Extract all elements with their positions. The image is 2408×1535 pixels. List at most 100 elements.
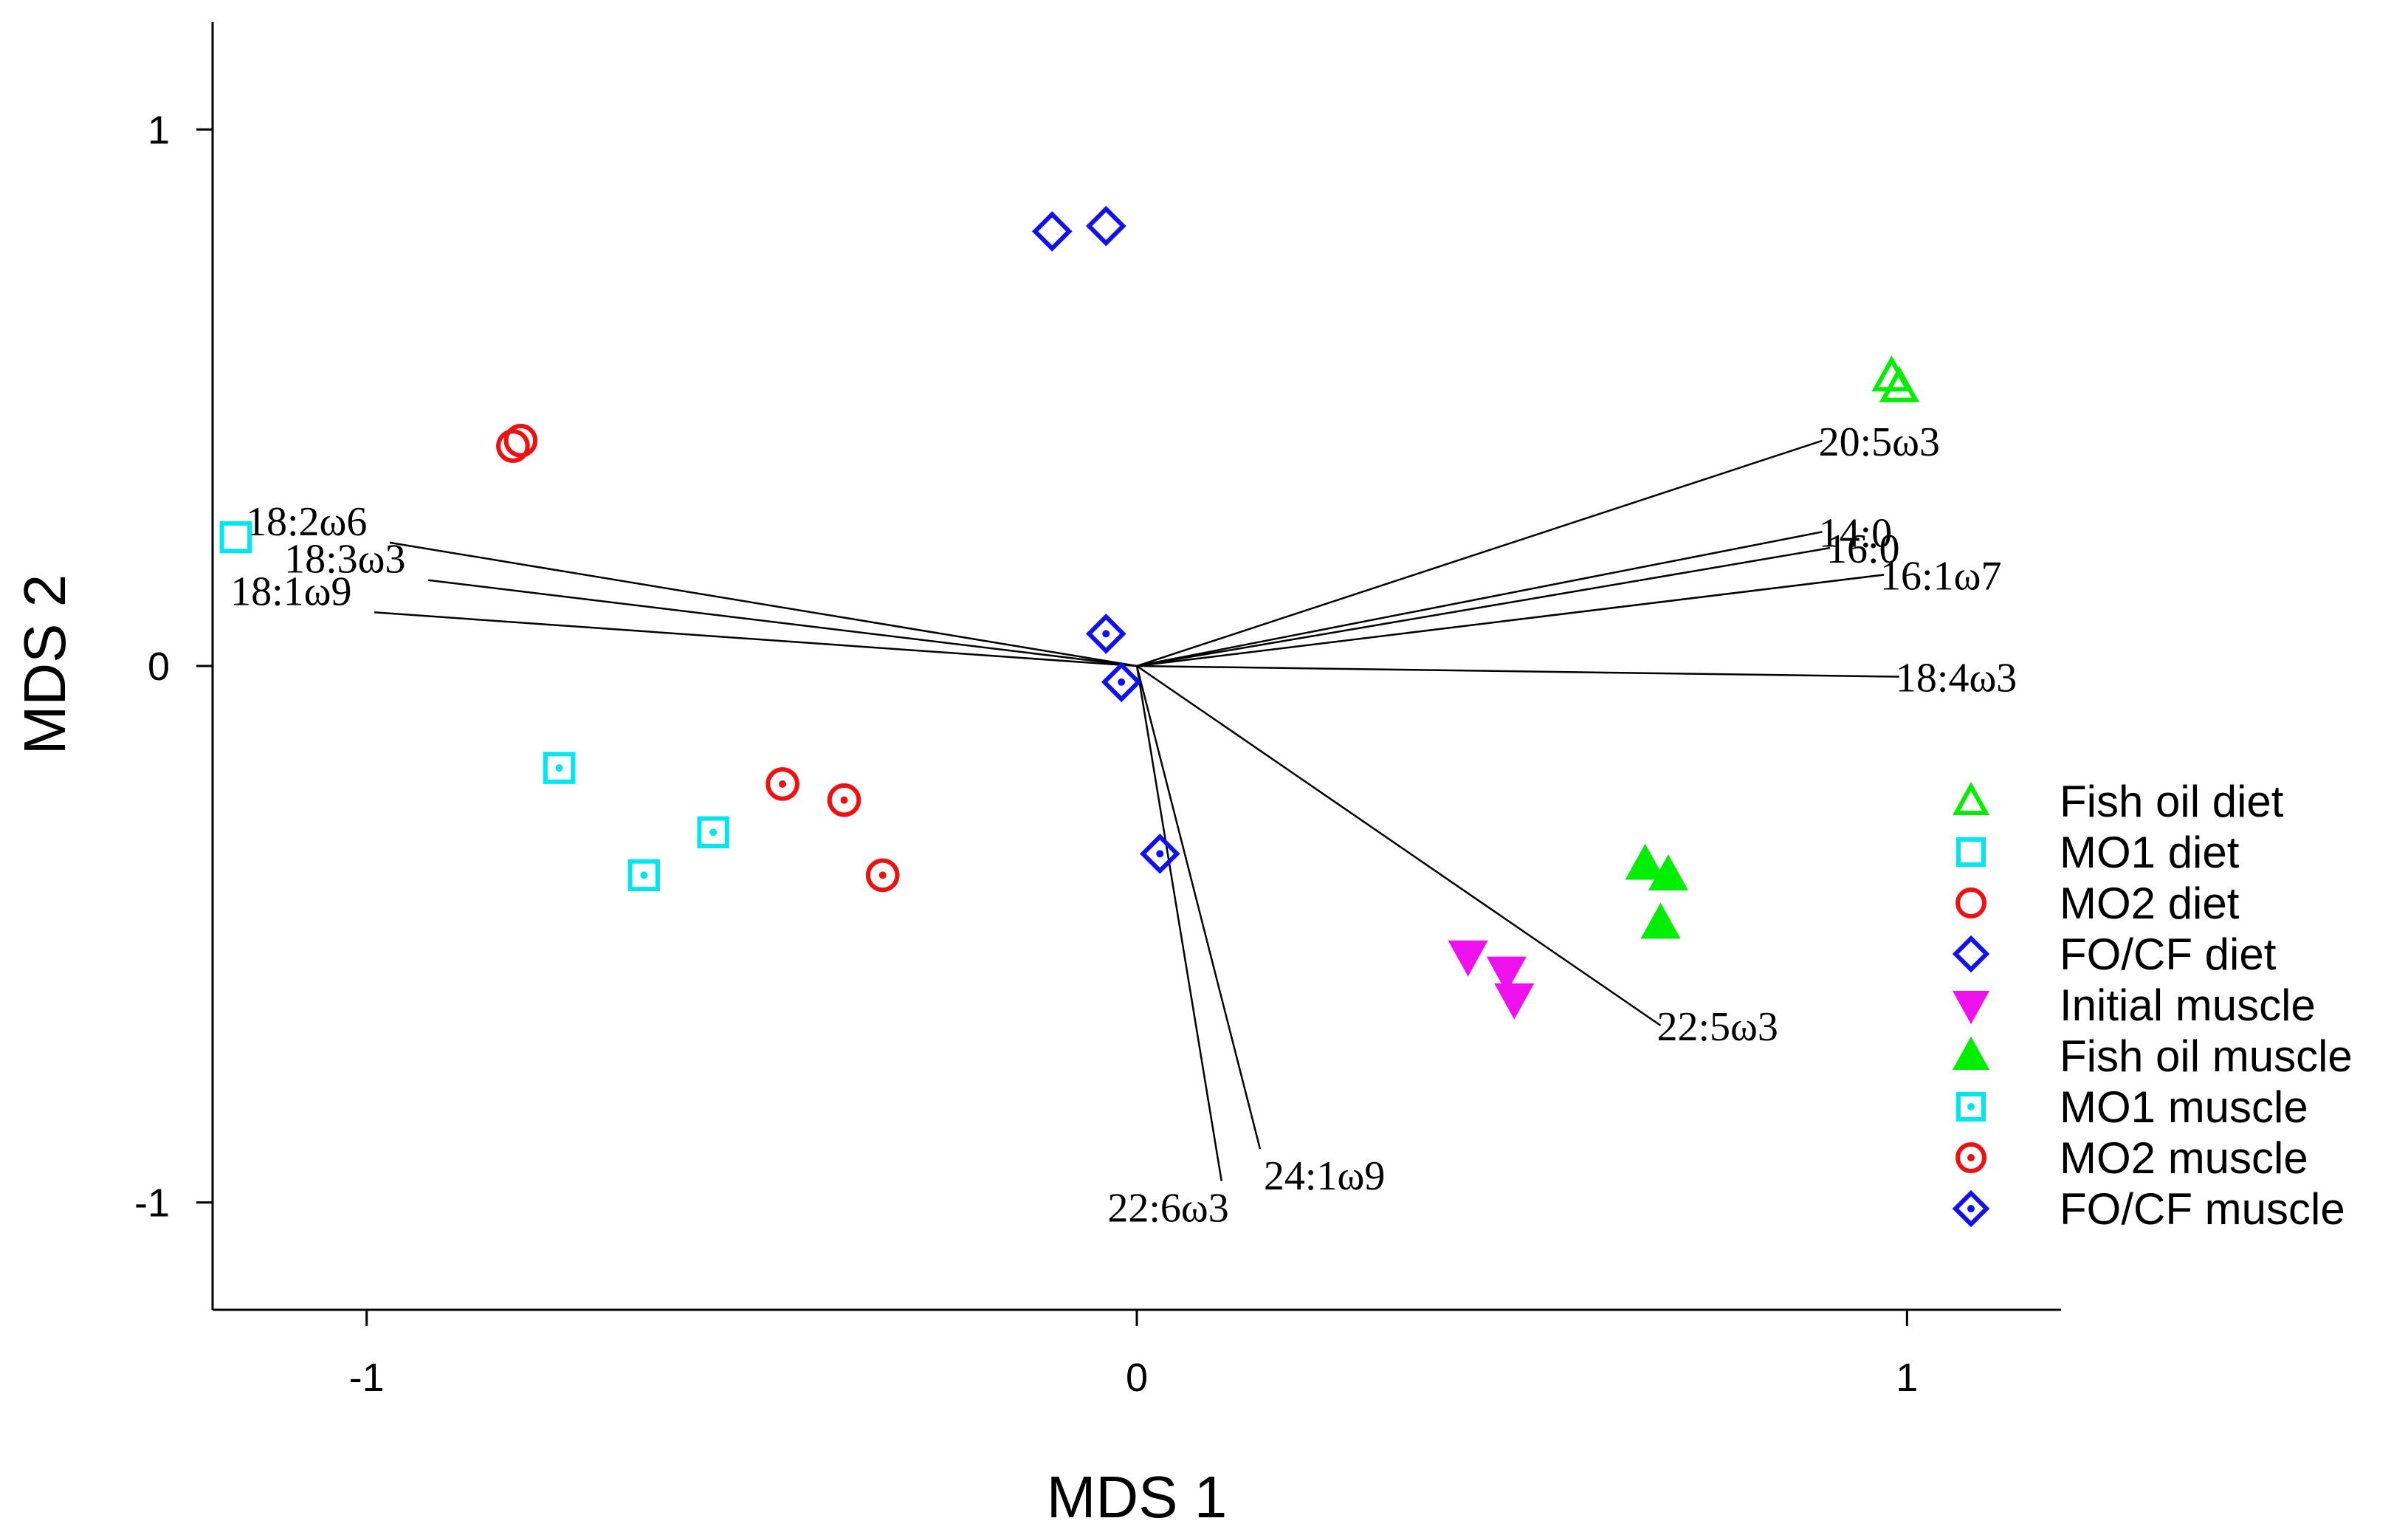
y-tick-label: -1 <box>134 1181 170 1226</box>
marker-shape <box>1494 983 1535 1020</box>
vector-label: 24:1ω9 <box>1264 1153 1385 1199</box>
y-tick-label: 0 <box>148 645 170 689</box>
marker-shape <box>1955 887 1986 918</box>
data-point <box>865 858 900 893</box>
marker-shape <box>1952 935 1990 973</box>
vector-label: 20:5ω3 <box>1819 419 1940 465</box>
marker-dot <box>779 780 787 788</box>
legend-marker <box>1952 781 1990 815</box>
marker-dot <box>640 871 648 879</box>
legend-label: Fish oil diet <box>2060 777 2284 826</box>
marker-shape <box>697 816 729 848</box>
marker-dot <box>1156 850 1164 858</box>
marker-shape <box>503 424 538 458</box>
vector-label: 18:1ω9 <box>230 569 351 614</box>
marker-dot <box>840 796 848 804</box>
x-axis-title: MDS 1 <box>1047 1464 1228 1530</box>
legend-label: MO2 diet <box>2060 879 2240 928</box>
marker-shape <box>1640 902 1681 939</box>
vector-line <box>1136 546 1831 667</box>
marker-shape <box>1956 1092 1986 1122</box>
vector-label: 22:6ω3 <box>1107 1186 1228 1232</box>
vector-label: 22:5ω3 <box>1657 1004 1778 1050</box>
vector-label: 18:2ω6 <box>246 499 367 545</box>
marker-shape <box>1956 837 1986 867</box>
data-point <box>1879 365 1919 402</box>
data-point <box>1139 833 1180 874</box>
marker-shape <box>496 429 530 463</box>
axes: -1 0 1 -1 0 1 <box>134 22 2061 1400</box>
vector-line <box>1135 665 1262 1150</box>
marker-shape <box>1955 1142 1986 1173</box>
legend-marker <box>1952 1189 1990 1228</box>
marker-dot <box>555 764 563 772</box>
marker-dot <box>1967 1103 1975 1110</box>
vector-label: 18:3ω3 <box>284 537 405 583</box>
marker-dot <box>1967 1154 1975 1161</box>
vector-line <box>427 579 1138 667</box>
data-point <box>1085 614 1126 654</box>
vector-line <box>1136 665 1662 1026</box>
marker-shape <box>1952 781 1990 815</box>
data-point <box>1494 983 1535 1020</box>
data-point <box>543 752 576 784</box>
y-tick-label: 1 <box>148 108 170 152</box>
marker-dot <box>1967 1205 1975 1212</box>
legend-label: FO/CF muscle <box>2060 1184 2345 1234</box>
vector-label: 16:1ω7 <box>1880 553 2001 599</box>
marker-shape <box>1952 1189 1990 1228</box>
vector-line <box>1136 439 1823 667</box>
legend-label: MO1 muscle <box>2060 1082 2308 1132</box>
vector-line <box>1136 574 1885 667</box>
marker-shape <box>543 752 576 784</box>
marker-shape <box>865 858 900 893</box>
data-point <box>1031 211 1073 252</box>
marker-dot <box>1118 678 1126 686</box>
marker-shape <box>1031 211 1073 252</box>
legend-marker <box>1955 887 1986 918</box>
legend-label: Fish oil muscle <box>2060 1031 2353 1081</box>
x-tick-label: 1 <box>1896 1356 1918 1400</box>
legend-marker <box>1952 1036 1990 1070</box>
vector-line <box>389 541 1138 667</box>
legend-label: MO2 muscle <box>2060 1133 2308 1183</box>
data-point <box>503 424 538 458</box>
data-points <box>219 205 1919 1020</box>
marker-shape <box>1648 854 1688 890</box>
marker-dot <box>709 828 718 837</box>
marker-shape <box>1101 662 1142 703</box>
legend-marker <box>1955 1142 1986 1173</box>
data-point <box>1486 956 1527 993</box>
vector-line <box>1136 665 1899 678</box>
data-point <box>1648 854 1688 890</box>
marker-shape <box>1625 843 1665 880</box>
marker-shape <box>1448 940 1488 977</box>
data-point <box>627 859 660 892</box>
marker-shape <box>219 521 252 554</box>
vector-label: 16:0 <box>1826 526 1900 572</box>
data-point <box>827 783 861 817</box>
marker-shape <box>1486 956 1527 993</box>
marker-shape <box>1085 614 1126 654</box>
fatty-acid-vectors: 20:5ω3 14:016:016:1ω7 18:4ω3 22:5ω3 24:1ω9 22… <box>230 419 2017 1232</box>
y-axis-title: MDS 2 <box>12 574 78 755</box>
vector-label: 14:0 <box>1819 510 1893 556</box>
marker-dot <box>878 871 887 879</box>
marker-shape <box>1952 1036 1990 1070</box>
x-tick-label: 0 <box>1126 1356 1148 1400</box>
marker-dot <box>1102 630 1110 638</box>
data-point <box>219 521 252 554</box>
marker-shape <box>1879 365 1919 402</box>
marker-shape <box>1139 833 1180 874</box>
legend-marker <box>1952 991 1990 1025</box>
marker-shape <box>627 859 660 892</box>
legend-label: FO/CF diet <box>2060 930 2277 979</box>
legend-marker <box>1956 837 1986 867</box>
vector-line <box>1135 665 1223 1181</box>
data-point <box>1448 940 1488 977</box>
legend-label: MO1 diet <box>2060 828 2240 877</box>
data-point <box>766 767 799 801</box>
marker-shape <box>1952 991 1990 1025</box>
